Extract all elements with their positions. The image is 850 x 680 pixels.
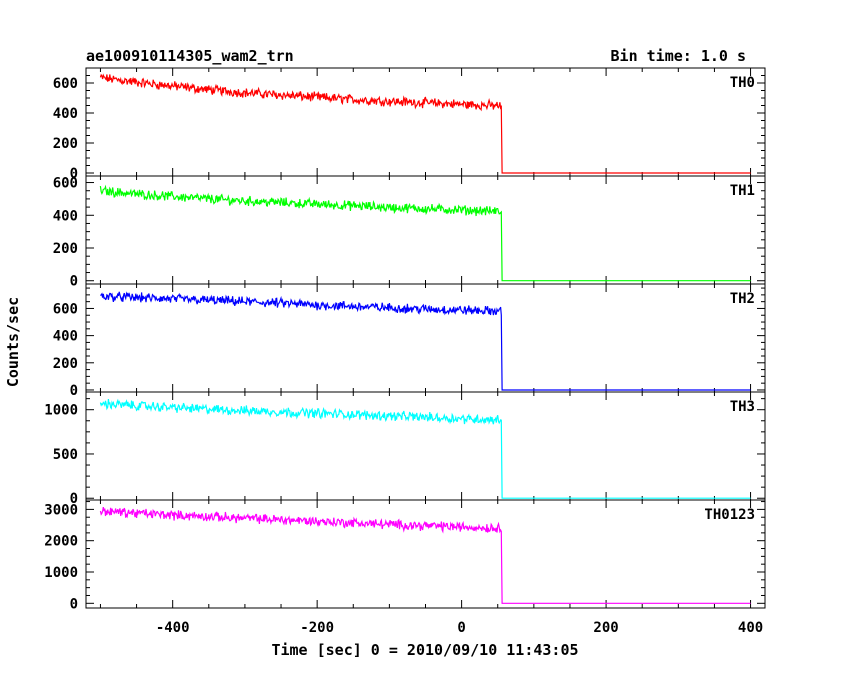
y-tick-label: 0 bbox=[70, 274, 78, 290]
bin-time-label: Bin time: 1.0 s bbox=[611, 47, 746, 65]
light-curve-th2 bbox=[100, 291, 751, 391]
y-tick-label: 600 bbox=[53, 76, 78, 92]
y-tick-label: 1000 bbox=[44, 565, 78, 581]
light-curve-th0 bbox=[99, 73, 751, 174]
panel-label-th1: TH1 bbox=[730, 183, 755, 199]
y-tick-label: 0 bbox=[70, 491, 78, 507]
y-tick-label: 200 bbox=[53, 136, 78, 152]
panel-label-th0123: TH0123 bbox=[704, 507, 755, 523]
y-tick-label: 400 bbox=[53, 329, 78, 345]
y-tick-label: 400 bbox=[53, 106, 78, 122]
y-tick-label: 0 bbox=[70, 596, 78, 612]
panel-label-th0: TH0 bbox=[730, 75, 755, 91]
x-tick-label: 0 bbox=[457, 620, 465, 636]
panel-frame-th1 bbox=[85, 175, 766, 285]
y-tick-label: 200 bbox=[53, 241, 78, 257]
plot-title: ae100910114305_wam2_trn bbox=[86, 47, 294, 65]
light-curve-th0123 bbox=[99, 506, 751, 604]
y-tick-label: 1000 bbox=[44, 403, 78, 419]
x-tick-label: -200 bbox=[300, 620, 334, 636]
light-curve-th3 bbox=[99, 398, 751, 499]
y-tick-label: 500 bbox=[53, 447, 78, 463]
y-tick-label: 0 bbox=[70, 383, 78, 399]
y-tick-label: 0 bbox=[70, 166, 78, 182]
y-tick-label: 400 bbox=[53, 208, 78, 224]
light-curve-th1 bbox=[99, 184, 751, 282]
x-tick-label: 400 bbox=[738, 620, 763, 636]
y-tick-label: 600 bbox=[53, 301, 78, 317]
y-tick-label: 3000 bbox=[44, 502, 78, 518]
panels-group: 0 200 400 600 TH0 0 200 400 600 TH1 0 200 400 600 TH2 0… bbox=[44, 67, 766, 636]
panel-label-th3: TH3 bbox=[730, 399, 755, 415]
y-tick-label: 2000 bbox=[44, 534, 78, 550]
y-tick-label: 600 bbox=[53, 176, 78, 192]
x-tick-label: -400 bbox=[156, 620, 190, 636]
panel-label-th2: TH2 bbox=[730, 291, 755, 307]
x-axis-title: Time [sec] 0 = 2010/09/10 11:43:05 bbox=[271, 641, 578, 659]
x-tick-label: 200 bbox=[593, 620, 618, 636]
y-tick-label: 200 bbox=[53, 356, 78, 372]
y-axis-title: Counts/sec bbox=[4, 297, 22, 387]
